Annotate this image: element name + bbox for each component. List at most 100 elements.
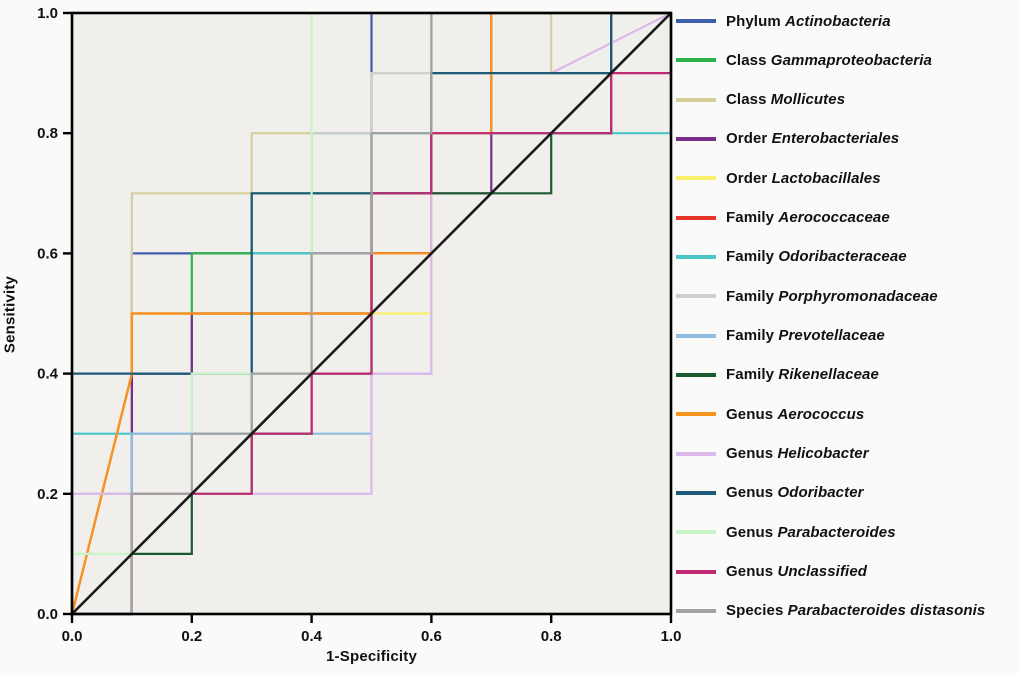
y-tick-label: 0.6	[37, 245, 58, 262]
legend-label: Genus Aerococcus	[726, 406, 864, 423]
legend-line-swatch	[676, 530, 716, 535]
legend-rank: Order	[726, 130, 772, 148]
legend-rank: Genus	[726, 405, 778, 423]
legend-taxon: Unclassified	[777, 563, 868, 581]
legend-item: Family Rikenellaceae	[676, 366, 1020, 384]
legend-item: Order Lactobacillales	[676, 169, 1020, 187]
legend-item: Family Porphyromonadaceae	[676, 287, 1020, 305]
legend-rank: Genus	[726, 445, 778, 463]
legend-label: Species Parabacteroides distasonis	[726, 602, 985, 619]
legend-label: Genus Odoribacter	[726, 484, 864, 501]
legend-taxon: Prevotellaceae	[778, 327, 885, 345]
legend-rank: Class	[726, 91, 771, 109]
legend-line-swatch	[676, 97, 716, 102]
legend-line-swatch	[676, 176, 716, 181]
legend-taxon: Enterobacteriales	[771, 130, 900, 148]
legend-label: Genus Helicobacter	[726, 445, 869, 462]
legend-taxon: Parabacteroides	[777, 523, 896, 541]
roc-curve-species-parabacteroides-distasonis	[72, 11, 671, 616]
legend-item: Genus Parabacteroides	[676, 523, 1020, 541]
legend-item: Family Aerococcaceae	[676, 209, 1020, 227]
legend-label: Genus Parabacteroides	[726, 524, 896, 541]
legend-label: Order Enterobacteriales	[726, 130, 899, 147]
x-tick-label: 0.8	[541, 628, 562, 645]
x-tick-label: 0.2	[181, 628, 202, 645]
legend-label: Class Gammaproteobacteria	[726, 52, 932, 69]
legend-line-swatch	[676, 254, 716, 259]
legend-item: Genus Helicobacter	[676, 445, 1020, 463]
x-tick-label: 1.0	[661, 628, 682, 645]
legend-taxon: Helicobacter	[777, 445, 869, 463]
x-tick-label: 0.6	[421, 628, 442, 645]
legend-label: Family Porphyromonadaceae	[726, 288, 938, 305]
legend-rank: Family	[726, 248, 779, 266]
legend-line-swatch	[676, 215, 716, 220]
legend-label: Family Aerococcaceae	[726, 209, 890, 226]
legend-line-swatch	[676, 58, 716, 63]
y-tick-label: 0.0	[37, 606, 58, 623]
legend-taxon: Rikenellaceae	[778, 366, 879, 384]
legend-line-swatch	[676, 412, 716, 417]
legend-rank: Family	[726, 366, 779, 384]
legend-rank: Family	[726, 209, 779, 227]
legend-item: Phylum Actinobacteria	[676, 12, 1020, 30]
legend-label: Phylum Actinobacteria	[726, 13, 891, 30]
legend-taxon: Lactobacillales	[771, 169, 881, 187]
legend-item: Species Parabacteroides distasonis	[676, 602, 1020, 620]
legend-item: Family Odoribacteraceae	[676, 248, 1020, 266]
legend-line-swatch	[676, 451, 716, 456]
legend-line-swatch	[676, 569, 716, 574]
legend-line-swatch	[676, 372, 716, 377]
legend-label: Order Lactobacillales	[726, 170, 881, 187]
y-tick-label: 0.8	[37, 125, 58, 142]
legend-line-swatch	[676, 490, 716, 495]
diagonal-reference-line	[71, 12, 672, 615]
legend: Phylum Actinobacteria Class Gammaproteoba…	[676, 12, 1020, 620]
y-tick-label: 1.0	[37, 5, 58, 22]
y-tick-label: 0.4	[37, 366, 59, 383]
legend-line-swatch	[676, 19, 716, 23]
legend-rank: Class	[726, 51, 771, 69]
legend-label: Family Odoribacteraceae	[726, 248, 907, 265]
y-axis-title: Sensitivity	[1, 275, 19, 354]
legend-rank: Order	[726, 169, 772, 187]
legend-label: Family Prevotellaceae	[726, 327, 885, 344]
y-tick-label: 0.2	[37, 486, 58, 503]
x-tick-label: 0.0	[62, 628, 83, 645]
legend-taxon: Odoribacter	[777, 484, 864, 502]
legend-line-swatch	[676, 608, 716, 613]
legend-line-swatch	[676, 136, 716, 141]
legend-item: Order Enterobacteriales	[676, 130, 1020, 148]
legend-taxon: Mollicutes	[770, 91, 846, 109]
legend-taxon: Gammaproteobacteria	[770, 51, 932, 69]
legend-item: Class Gammaproteobacteria	[676, 51, 1020, 69]
legend-rank: Family	[726, 327, 779, 345]
legend-rank: Genus	[726, 563, 778, 581]
legend-item: Class Mollicutes	[676, 91, 1020, 109]
legend-item: Genus Odoribacter	[676, 484, 1020, 502]
legend-taxon: Parabacteroides distasonis	[787, 602, 986, 620]
legend-rank: Species	[726, 602, 788, 620]
x-axis-title: 1-Specificity	[326, 648, 417, 665]
plot-border	[70, 11, 673, 616]
legend-line-swatch	[676, 333, 716, 338]
legend-label: Family Rikenellaceae	[726, 366, 879, 383]
legend-item: Genus Aerococcus	[676, 405, 1020, 423]
legend-line-swatch	[676, 294, 716, 299]
legend-rank: Phylum	[726, 12, 786, 30]
legend-item: Family Prevotellaceae	[676, 327, 1020, 345]
legend-taxon: Odoribacteraceae	[778, 248, 907, 266]
legend-taxon: Porphyromonadaceae	[778, 287, 938, 305]
legend-label: Class Mollicutes	[726, 91, 845, 108]
legend-item: Genus Unclassified	[676, 563, 1020, 581]
legend-taxon: Actinobacteria	[785, 12, 891, 30]
legend-label: Genus Unclassified	[726, 563, 867, 580]
legend-rank: Family	[726, 287, 779, 305]
legend-taxon: Aerococcus	[777, 405, 865, 423]
legend-rank: Genus	[726, 484, 778, 502]
x-tick-label: 0.4	[301, 628, 323, 645]
legend-taxon: Aerococcaceae	[778, 209, 890, 227]
legend-rank: Genus	[726, 523, 778, 541]
